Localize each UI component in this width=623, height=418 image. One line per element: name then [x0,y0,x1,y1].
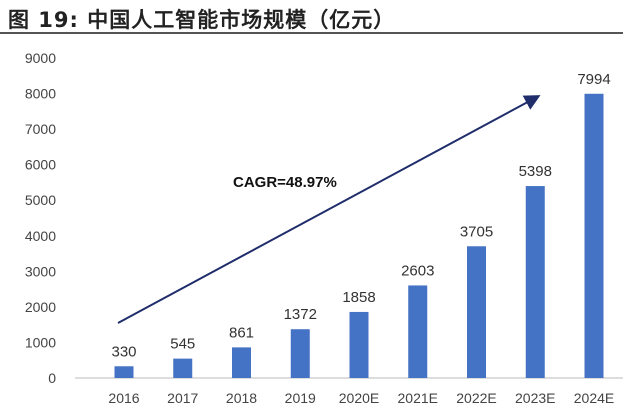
y-tick-label: 2000 [25,299,56,315]
data-label: 2603 [401,262,434,279]
bar-2016 [114,366,134,378]
data-label: 1372 [284,306,317,323]
y-tick-label: 3000 [25,263,56,279]
bar-2019 [290,329,310,378]
x-tick-label: 2016 [108,390,139,406]
y-tick-label: 4000 [25,228,56,244]
cagr-annotation: CAGR=48.97% [233,174,337,191]
y-tick-label: 5000 [25,192,56,208]
bar-2020E [349,311,369,378]
data-label: 1858 [342,289,375,306]
x-tick-label: 2018 [226,390,257,406]
bar-2017 [173,358,193,378]
y-tick-label: 7000 [25,121,56,137]
y-tick-label: 1000 [25,334,56,350]
data-label: 330 [111,343,136,360]
y-tick-label: 8000 [25,86,56,102]
x-tick-label: 2022E [456,390,496,406]
bar-2023E [525,186,545,378]
data-label: 5398 [519,163,552,180]
bar-2024E [584,93,604,378]
chart-title: 图 19: 中国人工智能市场规模（亿元） [8,8,396,32]
x-tick-label: 2019 [285,390,316,406]
x-tick-label: 2017 [167,390,198,406]
x-tick-label: 2021E [398,390,438,406]
bar-2018 [232,347,251,378]
bar-2021E [408,285,428,378]
x-tick-label: 2020E [339,390,379,406]
y-tick-label: 0 [48,370,56,386]
data-label: 545 [170,336,195,353]
cagr-arrow [117,95,541,324]
data-label: 3705 [460,223,493,240]
data-label: 7994 [577,71,610,88]
data-label: 861 [229,324,254,341]
x-tick-label: 2023E [515,390,555,406]
bar-2022E [467,246,486,378]
title-divider [0,32,623,34]
y-tick-label: 9000 [25,50,56,66]
x-tick-label: 2024E [574,390,614,406]
y-tick-label: 6000 [25,157,56,173]
